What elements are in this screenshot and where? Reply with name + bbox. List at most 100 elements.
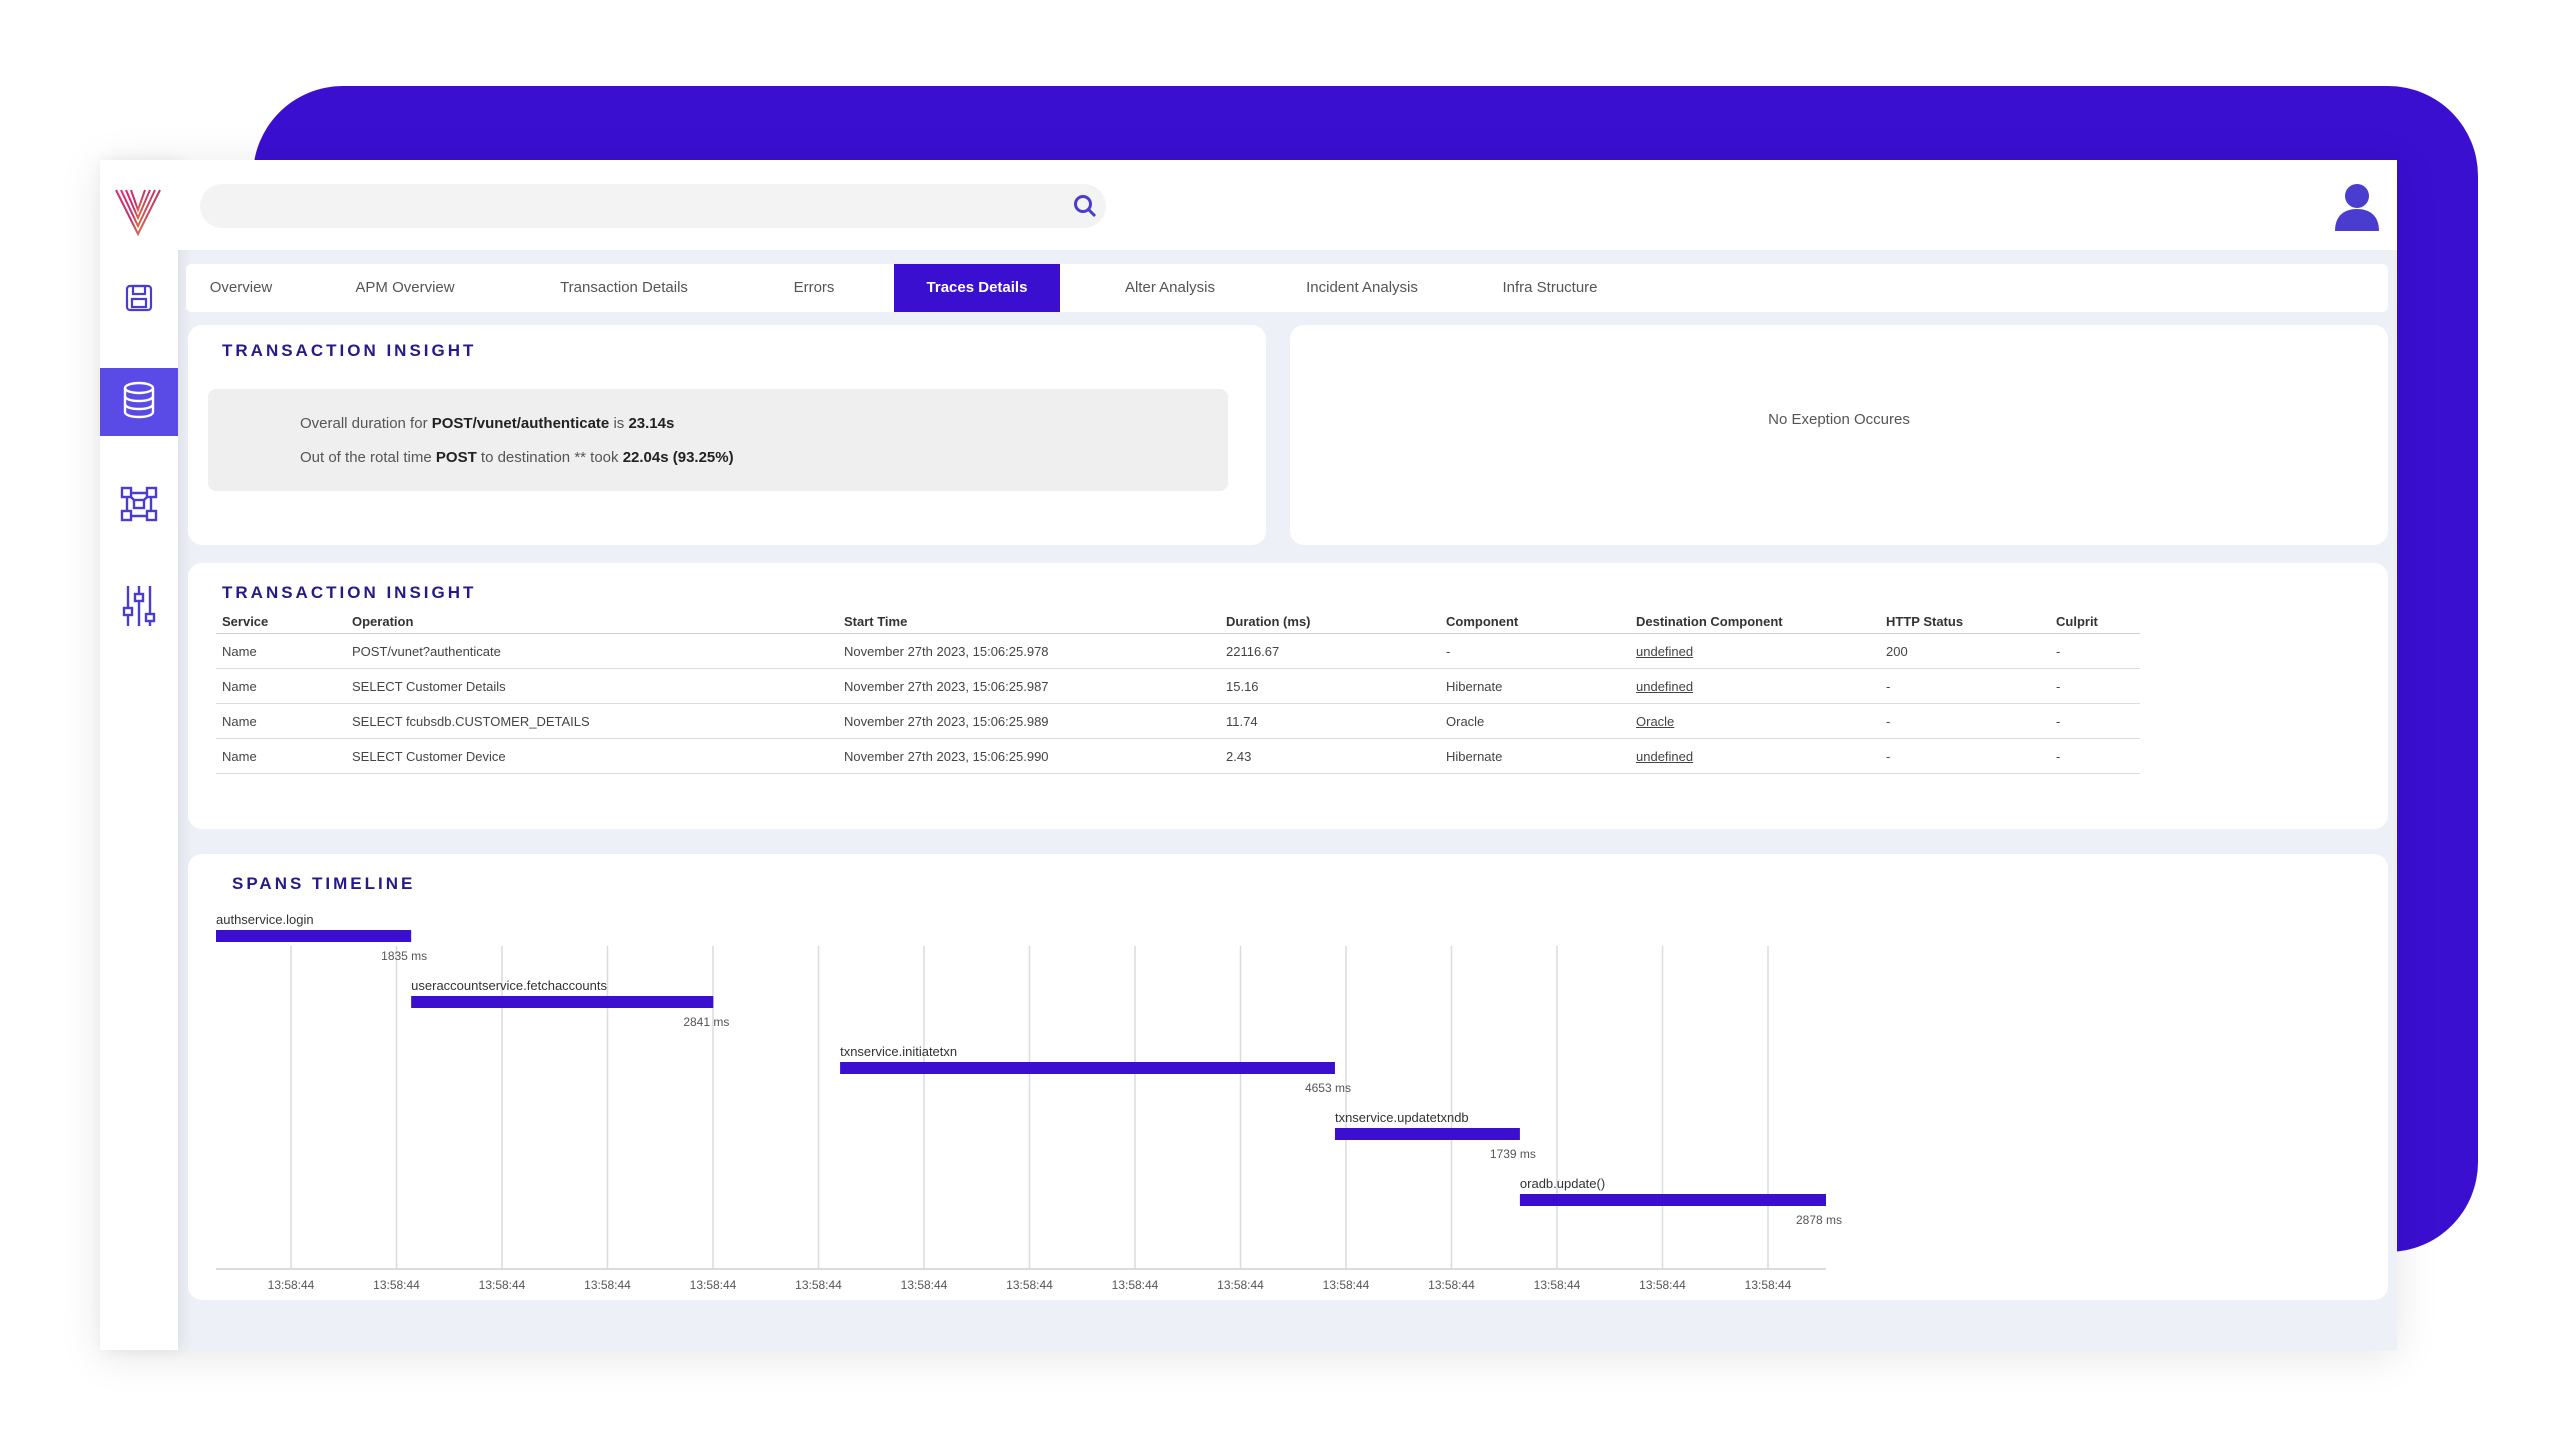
- insight-line-duration: Overall duration for POST/vunet/authenti…: [300, 415, 675, 432]
- card-title: SPANS TIMELINE: [232, 874, 416, 893]
- column-header: HTTP Status: [1880, 609, 2050, 634]
- tab-overview[interactable]: Overview: [209, 279, 273, 296]
- sliders-icon: [122, 584, 156, 633]
- tick-label: 13:58:44: [795, 1278, 842, 1292]
- transaction-table: Service Operation Start Time Duration (m…: [216, 609, 2140, 774]
- column-header: Start Time: [838, 609, 1220, 634]
- span-duration-label: 2841 ms: [683, 1015, 729, 1029]
- insight-summary-box: Overall duration for POST/vunet/authenti…: [208, 389, 1228, 491]
- cell-component: Oracle: [1440, 703, 1630, 739]
- column-header: Service: [216, 609, 346, 634]
- cell-http-status: -: [1880, 738, 2050, 774]
- span-bar: [840, 1062, 1335, 1074]
- database-icon: [121, 381, 157, 424]
- tab-alter-analysis[interactable]: Alter Analysis: [1124, 279, 1216, 296]
- tick-label: 13:58:44: [268, 1278, 315, 1292]
- table-row[interactable]: Name POST/vunet?authenticate November 27…: [216, 633, 2140, 669]
- cell-http-status: -: [1880, 703, 2050, 739]
- sidebar-item-network[interactable]: [100, 472, 178, 540]
- tick-label: 13:58:44: [479, 1278, 526, 1292]
- save-icon: [123, 282, 155, 319]
- tab-transaction-details[interactable]: Transaction Details: [560, 279, 688, 296]
- table-row[interactable]: Name SELECT fcubsdb.CUSTOMER_DETAILS Nov…: [216, 703, 2140, 739]
- span-duration-label: 1739 ms: [1490, 1147, 1536, 1161]
- no-exception-text: No Exeption Occures: [1768, 411, 1910, 428]
- cell-service: Name: [216, 738, 346, 774]
- tick-label: 13:58:44: [901, 1278, 948, 1292]
- sidebar-item-save[interactable]: [100, 266, 178, 334]
- exception-card: No Exeption Occures: [1290, 325, 2388, 545]
- tick-label: 13:58:44: [1428, 1278, 1475, 1292]
- cell-duration: 2.43: [1220, 738, 1440, 774]
- network-icon: [120, 486, 158, 527]
- cell-http-status: -: [1880, 668, 2050, 704]
- tick-label: 13:58:44: [1217, 1278, 1264, 1292]
- column-header: Component: [1440, 609, 1630, 634]
- tab-traces-details[interactable]: Traces Details: [894, 264, 1060, 312]
- column-header: Destination Component: [1630, 609, 1880, 634]
- span-bar: [411, 996, 714, 1008]
- span-name: oradb.update(): [1520, 1176, 1605, 1191]
- tick-label: 13:58:44: [1112, 1278, 1159, 1292]
- top-bar: [178, 160, 2397, 250]
- cell-service: Name: [216, 668, 346, 704]
- search-input[interactable]: [200, 184, 1106, 228]
- tick-label: 13:58:44: [1639, 1278, 1686, 1292]
- transaction-insight-summary-card: TRANSACTION INSIGHT Overall duration for…: [188, 325, 1266, 545]
- cell-service: Name: [216, 703, 346, 739]
- insight-line-destination: Out of the rotal time POST to destinatio…: [300, 449, 734, 466]
- cell-duration: 22116.67: [1220, 633, 1440, 669]
- column-header: Culprit: [2050, 609, 2140, 634]
- cell-destination-link[interactable]: Oracle: [1630, 703, 1880, 739]
- sidebar: [100, 160, 178, 1350]
- span-bar: [1519, 1194, 1826, 1206]
- tab-infra-structure[interactable]: Infra Structure: [1502, 279, 1598, 296]
- span-name: txnservice.initiatetxn: [840, 1044, 957, 1059]
- tab-incident-analysis[interactable]: Incident Analysis: [1306, 279, 1418, 296]
- tick-label: 13:58:44: [1745, 1278, 1792, 1292]
- cell-destination-link[interactable]: undefined: [1630, 738, 1880, 774]
- cell-culprit: -: [2050, 633, 2140, 669]
- tab-bar: Overview APM Overview Transaction Detail…: [186, 264, 2388, 312]
- cell-operation: SELECT Customer Details: [346, 668, 838, 704]
- app-window: Overview APM Overview Transaction Detail…: [100, 160, 2397, 1350]
- cell-service: Name: [216, 633, 346, 669]
- tick-label: 13:58:44: [1006, 1278, 1053, 1292]
- span-duration-label: 4653 ms: [1305, 1081, 1351, 1095]
- logo-icon[interactable]: [112, 184, 164, 245]
- cell-start-time: November 27th 2023, 15:06:25.978: [838, 633, 1220, 669]
- tick-label: 13:58:44: [1534, 1278, 1581, 1292]
- cell-destination-link[interactable]: undefined: [1630, 668, 1880, 704]
- cell-culprit: -: [2050, 703, 2140, 739]
- cell-duration: 15.16: [1220, 668, 1440, 704]
- tick-label: 13:58:44: [373, 1278, 420, 1292]
- card-title: TRANSACTION INSIGHT: [222, 341, 477, 360]
- search-icon[interactable]: [1072, 193, 1098, 224]
- transaction-insight-table-card: TRANSACTION INSIGHT Service Operation St…: [188, 563, 2388, 829]
- cell-duration: 11.74: [1220, 703, 1440, 739]
- cell-start-time: November 27th 2023, 15:06:25.987: [838, 668, 1220, 704]
- cell-component: Hibernate: [1440, 668, 1630, 704]
- tab-errors[interactable]: Errors: [793, 279, 835, 296]
- cell-component: -: [1440, 633, 1630, 669]
- table-row[interactable]: Name SELECT Customer Device November 27t…: [216, 738, 2140, 774]
- cell-component: Hibernate: [1440, 738, 1630, 774]
- cell-destination-link[interactable]: undefined: [1630, 633, 1880, 669]
- cell-operation: SELECT fcubsdb.CUSTOMER_DETAILS: [346, 703, 838, 739]
- span-duration-label: 1835 ms: [381, 949, 427, 963]
- cell-start-time: November 27th 2023, 15:06:25.989: [838, 703, 1220, 739]
- span-name: authservice.login: [216, 912, 314, 927]
- tab-apm-overview[interactable]: APM Overview: [355, 279, 455, 296]
- cell-operation: POST/vunet?authenticate: [346, 633, 838, 669]
- sidebar-item-database[interactable]: [100, 368, 178, 436]
- column-header: Duration (ms): [1220, 609, 1440, 634]
- span-name: useraccountservice.fetchaccounts: [411, 978, 607, 993]
- user-avatar-icon[interactable]: [2335, 183, 2379, 236]
- cell-start-time: November 27th 2023, 15:06:25.990: [838, 738, 1220, 774]
- spans-timeline-card: SPANS TIMELINE 13:58:44 13:58:44 13:58:44 1…: [188, 854, 2388, 1300]
- table-row[interactable]: Name SELECT Customer Details November 27…: [216, 668, 2140, 704]
- sidebar-item-settings[interactable]: [100, 574, 178, 642]
- cell-operation: SELECT Customer Device: [346, 738, 838, 774]
- tick-label: 13:58:44: [584, 1278, 631, 1292]
- tick-label: 13:58:44: [690, 1278, 737, 1292]
